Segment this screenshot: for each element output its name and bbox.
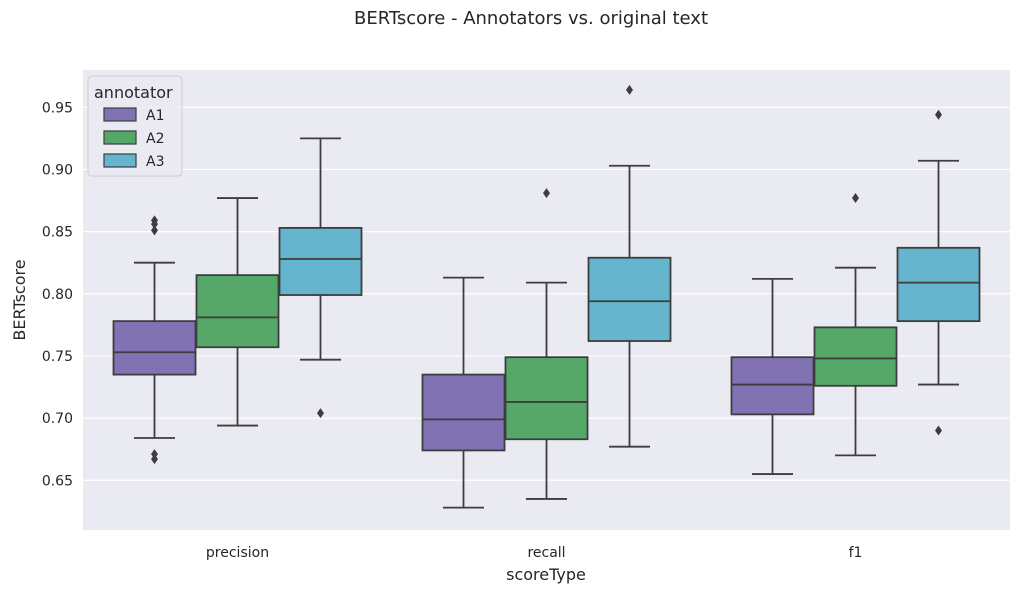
box-iqr bbox=[421, 373, 506, 452]
y-tick-label: 0.85 bbox=[42, 225, 73, 241]
x-tick-label: f1 bbox=[849, 545, 863, 561]
outlier-point bbox=[935, 425, 942, 436]
y-tick-label: 0.70 bbox=[42, 411, 73, 427]
chart-title: BERTscore - Annotators vs. original text bbox=[354, 8, 708, 29]
y-axis-label: BERTscore bbox=[10, 259, 29, 340]
legend-swatch-A1 bbox=[103, 107, 137, 122]
legend-title: annotator bbox=[94, 83, 173, 102]
outlier-point bbox=[852, 193, 859, 204]
box-iqr bbox=[504, 356, 589, 441]
outlier-point bbox=[317, 408, 324, 419]
box-A2-recall bbox=[504, 188, 589, 500]
legend-label-A3: A3 bbox=[146, 154, 164, 170]
box-iqr bbox=[278, 226, 363, 296]
x-axis-label: scoreType bbox=[506, 565, 586, 584]
outlier-point bbox=[626, 84, 633, 95]
box-iqr bbox=[896, 246, 981, 323]
box-iqr bbox=[112, 320, 197, 376]
y-axis-ticks: 0.65 0.70 0.75 0.80 0.85 0.90 0.95 bbox=[42, 100, 73, 489]
box-A3-recall bbox=[587, 84, 672, 448]
y-tick-label: 0.95 bbox=[42, 100, 73, 116]
box-A3-precision bbox=[278, 137, 363, 419]
legend-frame bbox=[87, 75, 183, 177]
boxplots bbox=[112, 84, 981, 509]
legend-label-A2: A2 bbox=[146, 131, 164, 147]
box-A3-f1 bbox=[896, 109, 981, 436]
box-A1-recall bbox=[421, 276, 506, 509]
y-tick-label: 0.75 bbox=[42, 349, 73, 365]
box-A1-precision bbox=[112, 215, 197, 465]
x-tick-label: precision bbox=[206, 545, 269, 561]
outlier-point bbox=[151, 219, 158, 230]
y-tick-label: 0.65 bbox=[42, 473, 73, 489]
y-tick-label: 0.80 bbox=[42, 287, 73, 303]
box-A2-f1 bbox=[813, 193, 898, 457]
box-iqr bbox=[813, 326, 898, 387]
x-axis-ticks: precision recall f1 bbox=[206, 545, 863, 561]
legend-swatch-A3 bbox=[103, 153, 137, 168]
box-A2-precision bbox=[195, 197, 280, 427]
box-A1-f1 bbox=[730, 277, 815, 475]
box-iqr bbox=[587, 256, 672, 342]
x-tick-label: recall bbox=[527, 545, 565, 561]
legend: annotator A1 A2 A3 bbox=[87, 75, 183, 177]
outlier-point bbox=[151, 225, 158, 236]
legend-swatch-A2 bbox=[103, 130, 137, 145]
outlier-point bbox=[543, 188, 550, 199]
box-iqr bbox=[195, 274, 280, 349]
box-iqr bbox=[730, 356, 815, 416]
y-tick-label: 0.90 bbox=[42, 162, 73, 178]
outlier-point bbox=[935, 109, 942, 120]
legend-label-A1: A1 bbox=[146, 108, 164, 124]
outlier-point bbox=[151, 454, 158, 465]
